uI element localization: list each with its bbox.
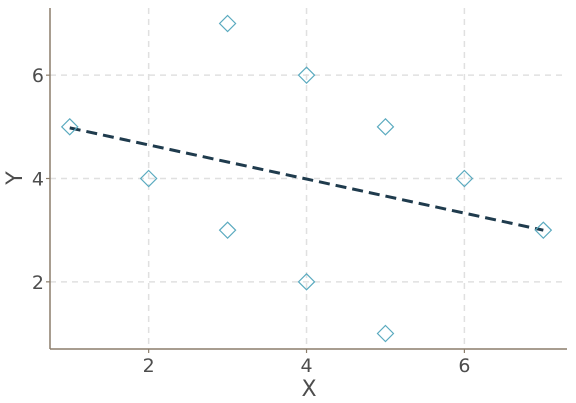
data-point-3 <box>218 221 237 240</box>
data-point-6 <box>376 117 395 136</box>
trend-line-group <box>69 126 544 232</box>
y-tick-labels: 2 4 6 <box>32 65 50 294</box>
data-point-8 <box>455 169 474 188</box>
data-point-7 <box>376 324 395 343</box>
y-tick-label-1: 4 <box>32 169 44 191</box>
trend-line <box>69 126 544 232</box>
data-point-2 <box>218 14 237 33</box>
y-tick-label-2: 6 <box>32 65 44 87</box>
x-tick-label-0: 2 <box>143 355 155 377</box>
x-tick-label-2: 6 <box>458 355 470 377</box>
data-point-4 <box>297 66 316 85</box>
y-tick-label-0: 2 <box>32 272 44 294</box>
x-tick-label-1: 4 <box>300 355 312 377</box>
data-point-0 <box>60 117 79 136</box>
data-point-9 <box>534 221 553 240</box>
data-point-5 <box>297 272 316 291</box>
data-point-1 <box>139 169 158 188</box>
y-axis-title: Y <box>3 171 28 186</box>
x-axis-title: X <box>301 377 316 402</box>
data-points <box>60 14 553 343</box>
x-tick-labels: 2 4 6 <box>143 349 470 377</box>
